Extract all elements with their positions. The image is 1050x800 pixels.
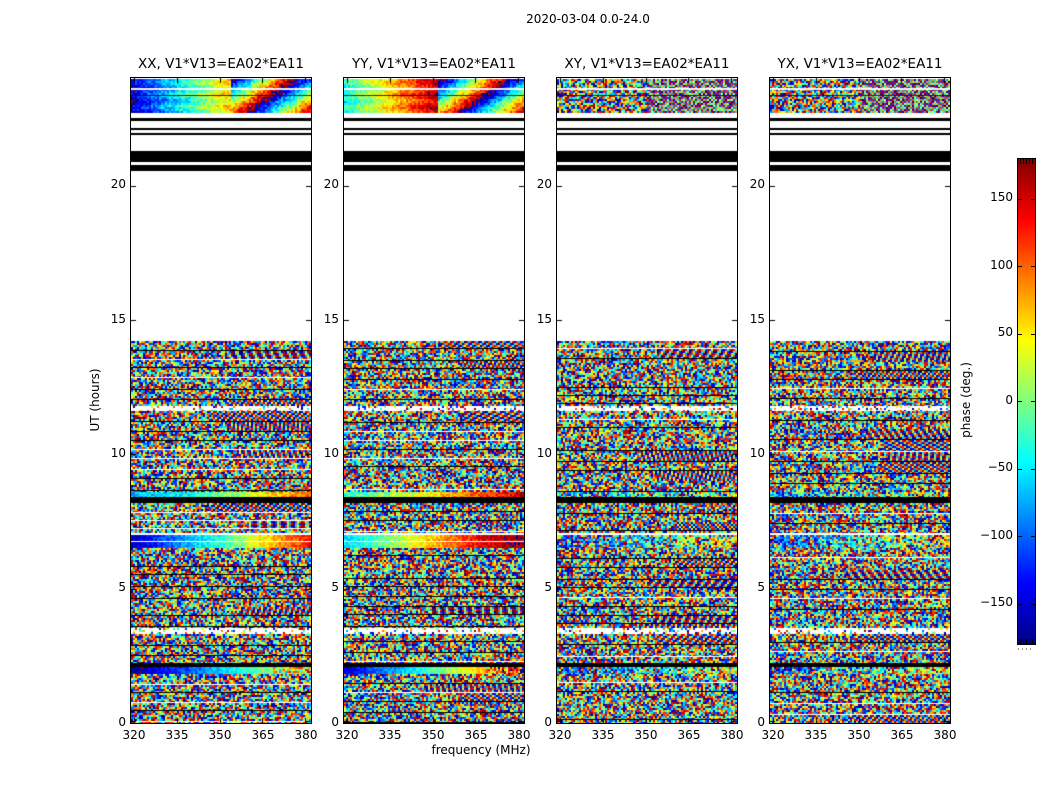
- subplot-title-yy: YY, V1*V13=EA02*EA11: [351, 56, 517, 72]
- y-tick-label: 5: [331, 580, 339, 594]
- colorbar-tick: [1031, 334, 1035, 335]
- y-tick-label: 0: [118, 715, 126, 729]
- x-tick-label: 320: [548, 728, 572, 742]
- heatmap-xx: [130, 77, 312, 724]
- colorbar-tick-label: −100: [980, 528, 1013, 542]
- y-tick-label: 15: [323, 312, 339, 326]
- x-tick-label: 350: [634, 728, 658, 742]
- colorbar-tick-label: 150: [990, 190, 1013, 204]
- subplot-xy: XY, V1*V13=EA02*EA11 20 15 10 5 0 320 33…: [537, 56, 744, 742]
- x-tick-label: 365: [464, 728, 488, 742]
- colorbar: [1017, 158, 1036, 645]
- subplot-title-xx: XX, V1*V13=EA02*EA11: [137, 56, 305, 72]
- heatmap-xy: [556, 77, 738, 724]
- heatmap-yx: [769, 77, 951, 724]
- colorbar-tick: [1031, 401, 1035, 402]
- colorbar-tick: [1018, 401, 1022, 402]
- colorbar-tick: [1031, 469, 1035, 470]
- y-tick-label: 10: [536, 446, 552, 460]
- colorbar-tick-label: −50: [987, 460, 1013, 474]
- y-tick-label: 15: [110, 312, 126, 326]
- x-tick-label: 335: [378, 728, 402, 742]
- y-tick-label: 5: [757, 580, 765, 594]
- colorbar-tick: [1018, 266, 1022, 267]
- x-tick-label: 365: [251, 728, 275, 742]
- figure-title: 2020-03-04 0.0-24.0: [526, 12, 650, 26]
- colorbar-tick: [1018, 604, 1022, 605]
- y-tick-label: 20: [536, 177, 552, 191]
- colorbar-tick: [1018, 536, 1022, 537]
- colorbar-tick: [1018, 469, 1022, 470]
- y-tick-label: 5: [544, 580, 552, 594]
- x-tick-label: 380: [294, 728, 318, 742]
- subplot-yy: YY, V1*V13=EA02*EA11 20 15 10 5 0 320 33…: [324, 56, 531, 742]
- y-tick-label: 0: [544, 715, 552, 729]
- y-tick-label: 15: [536, 312, 552, 326]
- x-tick-label: 335: [591, 728, 615, 742]
- y-tick-label: 5: [118, 580, 126, 594]
- colorbar-tick: [1031, 536, 1035, 537]
- x-tick-label: 320: [335, 728, 359, 742]
- y-tick-label: 10: [323, 446, 339, 460]
- subplot-title-yx: YX, V1*V13=EA02*EA11: [777, 56, 943, 72]
- x-tick-label: 350: [847, 728, 871, 742]
- x-tick-label: 380: [933, 728, 957, 742]
- y-tick-label: 0: [757, 715, 765, 729]
- colorbar-extend-dots-icon: [1018, 648, 1034, 650]
- y-tick-label: 20: [749, 177, 765, 191]
- colorbar-label: phase (deg.): [959, 362, 973, 438]
- x-tick-label: 335: [804, 728, 828, 742]
- colorbar-tick: [1031, 199, 1035, 200]
- y-tick-label: 20: [110, 177, 126, 191]
- heatmap-yy: [343, 77, 525, 724]
- x-tick-label: 320: [761, 728, 785, 742]
- x-tick-label: 380: [720, 728, 744, 742]
- y-tick-label: 10: [110, 446, 126, 460]
- colorbar-tick: [1018, 334, 1022, 335]
- y-tick-label: 20: [323, 177, 339, 191]
- x-tick-label: 320: [122, 728, 146, 742]
- colorbar-tick-label: 50: [997, 325, 1013, 339]
- subplot-yx: YX, V1*V13=EA02*EA11 20 15 10 5 0 320 33…: [750, 56, 957, 742]
- x-tick-label: 350: [208, 728, 232, 742]
- colorbar-tick-label: 100: [990, 258, 1013, 272]
- colorbar-tick-label: −150: [980, 595, 1013, 609]
- x-tick-label: 335: [165, 728, 189, 742]
- subplot-title-xy: XY, V1*V13=EA02*EA11: [564, 56, 730, 72]
- colorbar-tick: [1031, 266, 1035, 267]
- x-axis-label: frequency (MHz): [431, 743, 531, 757]
- x-tick-label: 365: [890, 728, 914, 742]
- y-axis-label: UT (hours): [88, 368, 102, 432]
- x-tick-label: 350: [421, 728, 445, 742]
- colorbar-tick: [1018, 199, 1022, 200]
- colorbar-tick-label: 0: [1005, 393, 1013, 407]
- y-tick-label: 0: [331, 715, 339, 729]
- colorbar-top-hatch-icon: [1020, 159, 1033, 164]
- y-tick-label: 15: [749, 312, 765, 326]
- colorbar-tick: [1031, 604, 1035, 605]
- x-tick-label: 365: [677, 728, 701, 742]
- y-tick-label: 10: [749, 446, 765, 460]
- subplot-xx: XX, V1*V13=EA02*EA11 20 15 10 5 0 320 33…: [111, 56, 318, 742]
- colorbar-bottom-hatch-icon: [1020, 639, 1033, 644]
- x-tick-label: 380: [507, 728, 531, 742]
